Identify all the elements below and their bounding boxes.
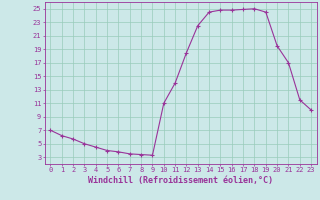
- X-axis label: Windchill (Refroidissement éolien,°C): Windchill (Refroidissement éolien,°C): [88, 176, 273, 185]
